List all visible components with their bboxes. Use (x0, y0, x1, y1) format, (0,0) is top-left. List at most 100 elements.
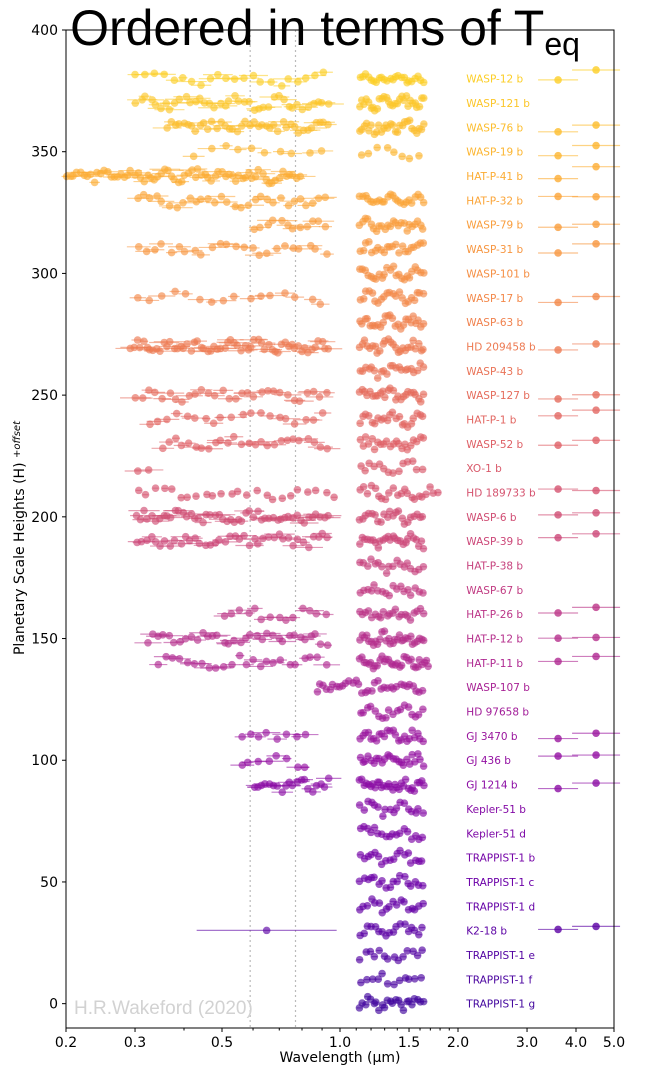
data-point (413, 951, 422, 960)
data-point (303, 222, 312, 231)
data-point (355, 801, 364, 809)
data-point (257, 409, 265, 417)
data-point (221, 344, 229, 353)
data-point (364, 149, 373, 158)
data-point (183, 340, 191, 348)
data-point (405, 274, 414, 282)
y-tick-label: 250 (31, 388, 58, 404)
data-point (187, 633, 196, 641)
data-point (196, 295, 204, 304)
data-point (172, 409, 181, 418)
data-point (162, 652, 170, 661)
data-point (165, 105, 174, 114)
data-point (381, 393, 389, 402)
data-point (164, 166, 172, 175)
data-point (404, 849, 413, 857)
data-point (249, 71, 258, 80)
data-point (385, 489, 393, 497)
data-point (318, 409, 327, 417)
planet-label: Kepler-51 b (466, 804, 526, 816)
data-point (371, 484, 380, 493)
data-point (356, 540, 364, 548)
data-point (370, 581, 378, 589)
data-point (186, 98, 194, 107)
y-tick-label: 200 (31, 510, 58, 526)
data-point (262, 728, 270, 737)
data-point (380, 627, 389, 636)
data-point (386, 883, 395, 892)
data-point (183, 493, 191, 502)
spitzer-point (592, 240, 600, 248)
data-point (227, 609, 236, 618)
data-point (282, 754, 291, 763)
data-point (165, 631, 174, 640)
data-point (419, 737, 427, 746)
data-point (206, 74, 215, 83)
data-point (403, 227, 412, 235)
data-point (210, 391, 219, 400)
data-point (313, 688, 322, 696)
planet-spectrum (61, 162, 621, 188)
data-point (373, 374, 382, 382)
data-point (375, 1006, 383, 1015)
data-point (249, 393, 258, 401)
data-point (141, 92, 149, 101)
data-point (314, 217, 323, 225)
data-point (213, 124, 221, 133)
planet-label: HAT-P-41 b (466, 171, 523, 183)
data-point (362, 631, 371, 640)
data-point (177, 540, 186, 548)
data-point (323, 388, 331, 397)
data-point (373, 661, 381, 670)
data-point (417, 537, 426, 545)
spitzer-point (592, 779, 600, 787)
data-point (424, 662, 432, 671)
y-tick-label: 100 (31, 753, 58, 769)
data-point (263, 441, 272, 450)
data-point (419, 899, 427, 908)
data-point (388, 408, 397, 417)
data-point (265, 757, 274, 766)
data-point (273, 349, 282, 357)
data-point (418, 923, 426, 932)
spitzer-point (554, 223, 562, 232)
data-point (389, 386, 398, 395)
data-point (324, 774, 333, 783)
data-point (398, 152, 406, 161)
data-point (370, 823, 379, 832)
data-point (195, 94, 204, 103)
spitzer-point (592, 652, 600, 661)
data-point (181, 290, 190, 298)
data-point (275, 174, 284, 182)
data-point (311, 630, 319, 638)
x-tick-label: 1.5 (398, 1035, 420, 1051)
data-point (395, 412, 404, 421)
data-point (399, 761, 408, 769)
data-point (418, 412, 427, 421)
spitzer-point (554, 609, 562, 617)
data-point (222, 198, 231, 206)
spitzer-point (554, 151, 562, 160)
data-point (320, 783, 329, 791)
data-point (323, 488, 331, 497)
planet-label: TRAPPIST-1 f (465, 974, 532, 986)
data-point (323, 533, 331, 542)
data-point (380, 248, 389, 257)
data-point (382, 713, 390, 722)
planet-label: HAT-P-32 b (466, 195, 523, 207)
data-point (239, 410, 248, 419)
data-point (253, 486, 262, 495)
data-point (403, 489, 412, 498)
planet-label: TRAPPIST-1 e (465, 950, 535, 962)
data-point (364, 728, 373, 737)
planet-label: WASP-19 b (466, 147, 523, 159)
data-point (389, 262, 398, 271)
data-point (268, 495, 277, 504)
data-point (289, 541, 297, 550)
data-point (389, 484, 398, 492)
data-point (418, 465, 427, 474)
data-point (405, 154, 414, 163)
data-point (419, 609, 428, 618)
data-point (179, 198, 187, 207)
